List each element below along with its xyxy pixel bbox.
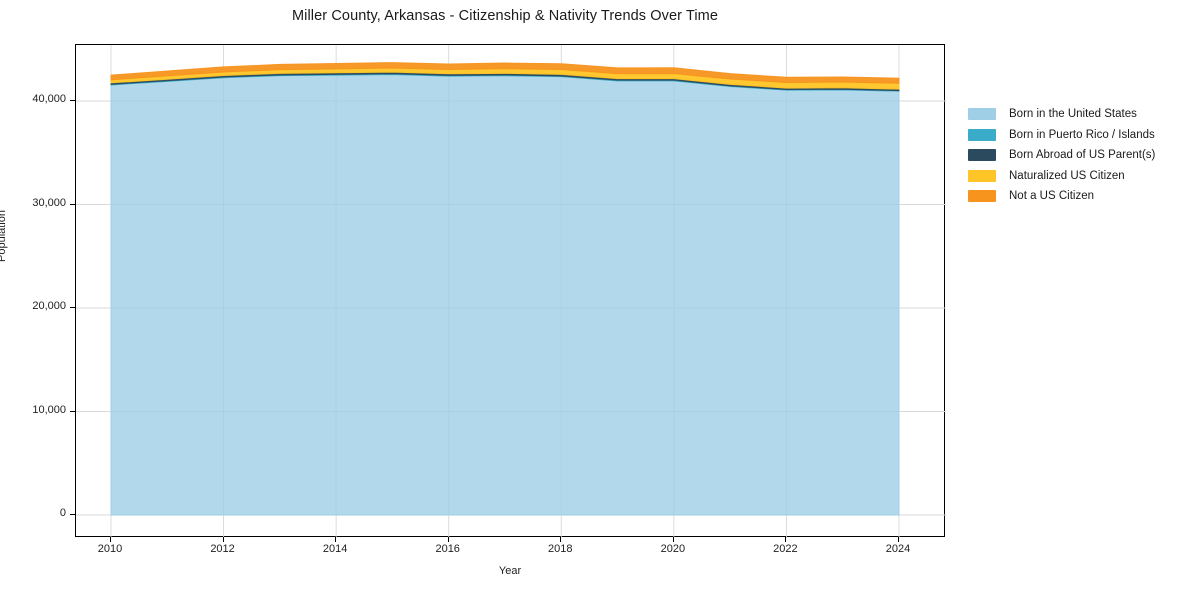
area-series xyxy=(110,74,900,516)
legend-item[interactable]: Born in the United States xyxy=(968,104,1183,125)
legend-swatch xyxy=(968,149,996,162)
legend-item[interactable]: Born Abroad of US Parent(s) xyxy=(968,145,1183,166)
y-tick-mark xyxy=(70,410,75,412)
legend-swatch xyxy=(968,190,996,203)
legend-item[interactable]: Not a US Citizen xyxy=(968,186,1183,207)
x-tick-label: 2022 xyxy=(773,543,798,555)
y-tick-mark xyxy=(70,307,75,308)
legend-swatch xyxy=(968,169,996,182)
legend-item[interactable]: Born in Puerto Rico / Islands xyxy=(968,125,1183,146)
y-axis-label: Population xyxy=(0,210,8,262)
x-tick-mark xyxy=(335,537,337,542)
x-axis-label: Year xyxy=(498,565,522,577)
legend-label: Born in the United States xyxy=(1009,108,1137,121)
legend-label: Naturalized US Citizen xyxy=(1009,169,1125,182)
y-tick-label: 40,000 xyxy=(32,93,66,105)
x-tick-mark xyxy=(560,537,562,542)
x-tick-mark xyxy=(222,537,224,542)
y-tick-mark xyxy=(70,100,75,101)
area-series xyxy=(110,62,900,84)
legend-swatch xyxy=(968,108,996,121)
y-tick-label: 30,000 xyxy=(32,196,66,209)
y-tick-mark xyxy=(70,203,75,205)
plot-area xyxy=(75,44,946,538)
x-tick-label: 2016 xyxy=(435,543,460,555)
legend-label: Born in Puerto Rico / Islands xyxy=(1009,128,1155,141)
x-tick-label: 2024 xyxy=(885,543,911,555)
chart-legend: Born in the United States Born in Puerto … xyxy=(968,104,1183,207)
stacked-area-plot xyxy=(76,45,946,538)
y-tick-label: 10,000 xyxy=(32,403,66,416)
x-tick-label: 2012 xyxy=(210,543,235,555)
legend-swatch xyxy=(968,128,996,141)
x-tick-label: 2010 xyxy=(97,543,123,555)
x-tick-mark xyxy=(785,537,787,542)
x-tick-mark xyxy=(447,537,449,542)
x-tick-label: 2020 xyxy=(660,543,686,555)
legend-label: Born Abroad of US Parent(s) xyxy=(1009,149,1156,162)
x-tick-mark xyxy=(110,537,111,542)
chart-title: Miller County, Arkansas - Citizenship & … xyxy=(291,8,719,24)
legend-item[interactable]: Naturalized US Citizen xyxy=(968,166,1183,187)
legend-label: Not a US Citizen xyxy=(1009,190,1095,203)
x-tick-mark xyxy=(898,537,899,542)
x-tick-label: 2014 xyxy=(322,543,348,555)
x-tick-mark xyxy=(672,537,674,542)
y-tick-mark xyxy=(70,514,75,515)
x-tick-label: 2018 xyxy=(548,543,573,555)
y-tick-label: 0 xyxy=(59,507,66,519)
y-tick-label: 20,000 xyxy=(32,300,66,312)
